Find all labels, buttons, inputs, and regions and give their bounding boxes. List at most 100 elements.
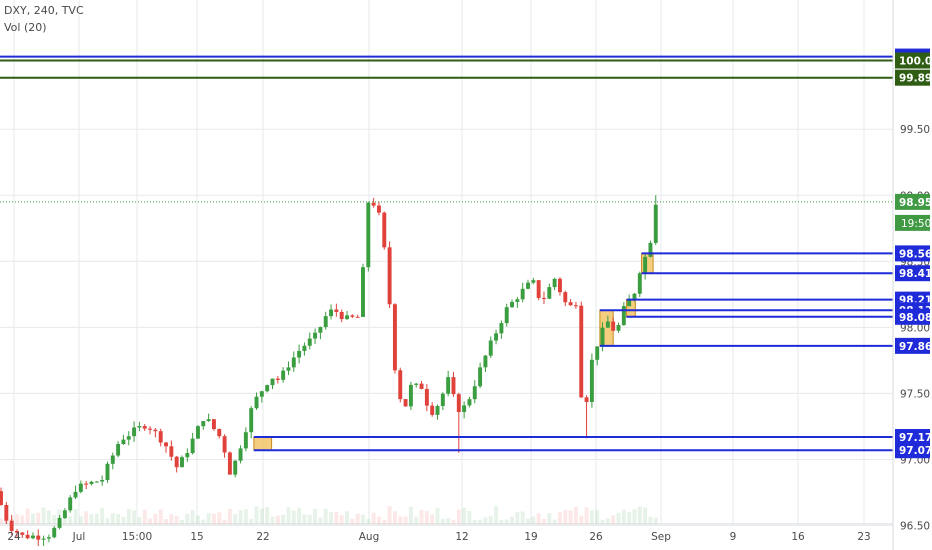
volume-bar [435, 508, 440, 524]
volume-bar [611, 515, 616, 524]
candle-body [211, 419, 216, 430]
volume-bar [579, 515, 584, 524]
candle-body [302, 345, 307, 351]
candle-body [499, 323, 504, 334]
candle-body [190, 438, 195, 454]
candle-body [180, 457, 184, 468]
candle-body [408, 384, 413, 407]
volume-bar [595, 510, 600, 524]
volume-bar [46, 510, 51, 524]
level-tag-100-02[interactable] [895, 52, 930, 69]
level-tag-98-41[interactable] [895, 265, 930, 282]
volume-bar [201, 519, 206, 524]
candle-body [456, 394, 461, 413]
volume-bar [68, 516, 73, 524]
volume-bar [573, 506, 578, 524]
candles [0, 195, 658, 547]
candle-body [132, 427, 137, 437]
volume-bar [105, 518, 110, 524]
level-tag-98-08[interactable] [895, 308, 930, 325]
candle-body [62, 510, 67, 518]
candle-body [573, 305, 578, 307]
volume-bar [132, 510, 137, 524]
candle-body [20, 532, 25, 535]
volume-bar [190, 509, 195, 524]
level-tag-98-41-label: 98.41 [899, 268, 932, 280]
candle-body [227, 452, 232, 475]
volume-bar [440, 518, 445, 524]
candle-body [600, 327, 605, 347]
candle-body [105, 463, 110, 480]
volume-bar [259, 508, 264, 524]
volume-bar [653, 517, 658, 524]
volume-bar [414, 516, 419, 524]
volume-bar [424, 511, 429, 524]
volume-bar [313, 508, 318, 524]
candle-body [164, 442, 168, 447]
volume-bar [137, 517, 142, 524]
volume-bar [605, 518, 610, 524]
candle-body [371, 202, 376, 206]
price-tick-label: 97.50 [900, 388, 930, 400]
volume-bar [329, 511, 334, 524]
level-tag-99-89-label: 99.89 [899, 73, 932, 85]
time-tick-label: 16 [791, 531, 805, 543]
time-tick-label: 24 [7, 531, 21, 543]
volume-legend[interactable]: Vol (20) [4, 21, 47, 34]
volume-bar [648, 516, 653, 524]
level-tag-97-07-label: 97.07 [899, 445, 932, 457]
volume-bar [41, 507, 46, 524]
candle-body [68, 497, 73, 511]
candle-body [286, 367, 291, 371]
candle-body [89, 481, 94, 485]
candle-body [84, 483, 89, 485]
time-tick-label: 22 [256, 531, 269, 543]
candle-body [259, 391, 264, 397]
candle-body [275, 378, 280, 380]
candle-body [270, 378, 275, 386]
price-tags: 100.05100.0299.8998.5698.4198.2198.1398.… [895, 48, 932, 459]
volume-bar [222, 519, 227, 524]
candle-body [382, 212, 387, 248]
time-tick-label: 15 [190, 531, 203, 543]
time-tick-label: 9 [730, 531, 737, 543]
last-price-tag[interactable] [895, 193, 930, 210]
candle-body [121, 439, 126, 445]
candle-body [472, 386, 477, 400]
candle-body [589, 359, 594, 402]
candle-body [547, 287, 552, 299]
volume-bar [334, 511, 339, 524]
volume-bar [270, 516, 275, 524]
volume-bar [286, 507, 291, 524]
zone-box[interactable] [253, 436, 273, 451]
level-tag-97-17[interactable] [895, 429, 930, 446]
candle-body [334, 309, 339, 312]
level-tag-99-89[interactable] [895, 69, 930, 86]
candle-body [201, 421, 206, 427]
volume-bar [211, 513, 216, 524]
volume-bar [281, 514, 286, 524]
volume-bar [265, 506, 270, 524]
level-tag-98-56[interactable] [895, 245, 930, 262]
level-tag-97-07[interactable] [895, 442, 930, 459]
volume-bar [589, 510, 594, 524]
level-tag-98-08-label: 98.08 [899, 312, 932, 324]
candle-body [339, 311, 344, 320]
candle-body [584, 397, 589, 402]
volume-bar [206, 513, 211, 524]
volume-bar [361, 514, 365, 524]
volume-bar [307, 514, 312, 524]
volume-bar [637, 506, 642, 524]
symbol-legend[interactable]: DXY, 240, TVC [4, 4, 84, 17]
candle-body [233, 460, 238, 475]
volume-bar [275, 515, 280, 524]
volume-bar [153, 513, 158, 524]
candle-body [366, 202, 371, 268]
time-tick-label: 23 [857, 531, 870, 543]
level-tag-97-86[interactable] [895, 337, 930, 354]
volume-bar [536, 513, 541, 524]
time-axis[interactable]: 24 Jul 15:00 15 22 Aug 12 19 26 Sep 9 16 23 [7, 531, 870, 543]
candle-body [424, 389, 429, 406]
